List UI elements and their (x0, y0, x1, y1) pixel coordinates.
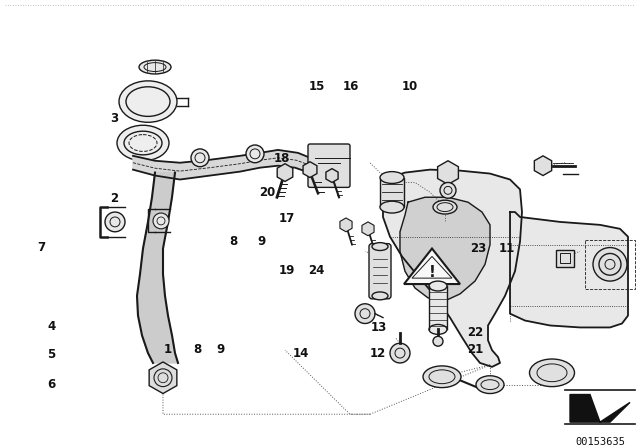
FancyBboxPatch shape (308, 144, 350, 187)
FancyBboxPatch shape (369, 244, 391, 299)
Text: 15: 15 (308, 80, 325, 93)
Ellipse shape (429, 281, 447, 291)
Text: 17: 17 (278, 212, 295, 225)
Ellipse shape (139, 60, 171, 74)
Text: 3: 3 (110, 112, 118, 125)
Text: 6: 6 (47, 378, 55, 391)
Bar (560, 254, 570, 263)
Text: 1: 1 (164, 343, 172, 356)
Circle shape (390, 343, 410, 363)
Circle shape (105, 212, 125, 232)
Ellipse shape (380, 201, 404, 213)
Polygon shape (400, 197, 490, 301)
Polygon shape (510, 212, 628, 327)
Text: 7: 7 (38, 241, 45, 254)
Text: 16: 16 (342, 80, 359, 93)
Bar (380, 177, 404, 207)
Circle shape (593, 248, 627, 281)
Circle shape (191, 149, 209, 167)
Ellipse shape (423, 366, 461, 388)
Bar (556, 250, 574, 267)
Ellipse shape (380, 172, 404, 183)
Polygon shape (404, 249, 460, 284)
Text: 00153635: 00153635 (575, 437, 625, 447)
Bar (585, 240, 635, 289)
Text: 10: 10 (401, 80, 418, 93)
Text: 11: 11 (499, 242, 515, 255)
Text: 14: 14 (292, 347, 309, 360)
Text: 9: 9 (257, 235, 265, 248)
Text: 21: 21 (467, 343, 483, 356)
Ellipse shape (433, 200, 457, 214)
Text: 9: 9 (217, 343, 225, 356)
Polygon shape (137, 172, 178, 363)
Text: 24: 24 (308, 264, 325, 277)
Ellipse shape (117, 125, 169, 161)
Ellipse shape (529, 359, 575, 387)
Text: 23: 23 (470, 242, 487, 255)
Text: 20: 20 (259, 186, 276, 199)
Text: 8: 8 (193, 343, 201, 356)
Ellipse shape (372, 292, 388, 300)
Polygon shape (133, 150, 315, 180)
Text: 22: 22 (467, 326, 483, 339)
Text: 2: 2 (110, 192, 118, 205)
Text: 8: 8 (230, 235, 237, 248)
Ellipse shape (476, 376, 504, 393)
Text: 19: 19 (278, 264, 295, 277)
Text: 5: 5 (47, 348, 55, 361)
Polygon shape (383, 170, 522, 367)
Ellipse shape (372, 243, 388, 250)
Ellipse shape (429, 324, 447, 334)
Text: 12: 12 (369, 347, 386, 360)
Circle shape (355, 304, 375, 323)
Ellipse shape (119, 81, 177, 122)
Bar (429, 286, 447, 329)
Circle shape (433, 336, 443, 346)
Circle shape (440, 182, 456, 198)
Text: 4: 4 (47, 319, 55, 332)
Polygon shape (570, 395, 630, 422)
Text: 13: 13 (371, 321, 387, 334)
Text: !: ! (429, 265, 435, 280)
Circle shape (153, 213, 169, 229)
Text: 18: 18 (273, 152, 290, 165)
Circle shape (246, 145, 264, 163)
